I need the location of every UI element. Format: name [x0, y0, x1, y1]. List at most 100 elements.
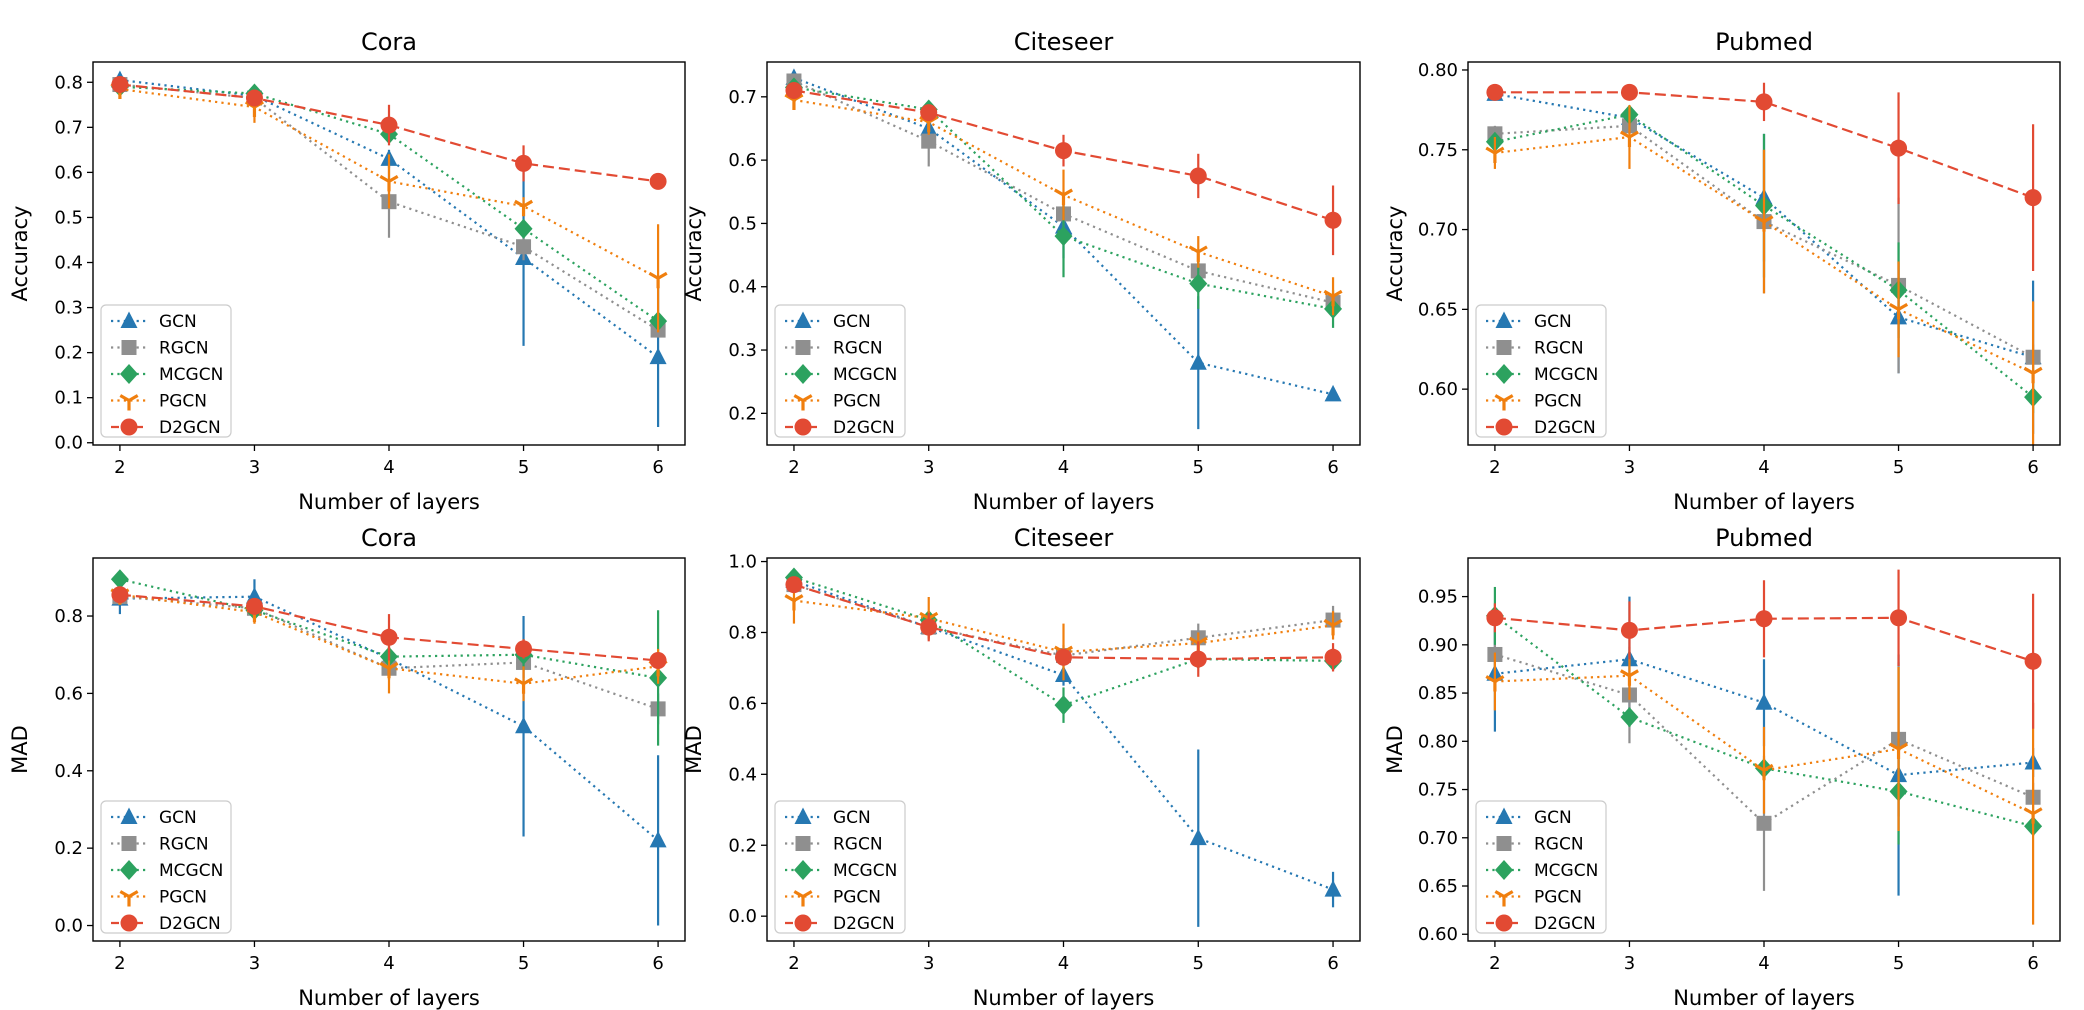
panel-1: Cora Number of layers Accuracy 2 3 4 5 6 0.0 0.1 0…	[8, 28, 686, 514]
y-tick-label: 0.1	[54, 388, 83, 409]
y-axis-label: MAD	[8, 725, 32, 774]
data-point-d2gcn	[649, 172, 667, 190]
legend-marker-pgcn	[793, 890, 813, 907]
legend-marker-mcgcn	[794, 860, 812, 880]
x-tick-label: 2	[788, 457, 799, 478]
x-tick-label: 5	[518, 457, 529, 478]
legend-marker-rgcn	[1496, 340, 1512, 355]
data-point-gcn	[1324, 880, 1342, 897]
legend: GCN RGCN MCGCN PGCN D2GCN	[774, 800, 906, 934]
series-line-mcgcn	[1494, 113, 2034, 398]
legend-label-gcn: GCN	[833, 808, 871, 828]
legend-marker-gcn	[1495, 311, 1513, 328]
legend-label-d2gcn: D2GCN	[1534, 418, 1596, 438]
legend-marker-pgcn	[119, 890, 139, 907]
legend-label-rgcn: RGCN	[159, 339, 209, 359]
legend-label-d2gcn: D2GCN	[1534, 914, 1596, 934]
y-tick-label: 0.8	[54, 72, 83, 93]
legend-label-gcn: GCN	[159, 808, 197, 828]
data-point-pgcn	[2023, 807, 2043, 824]
series-line-gcn	[793, 580, 1334, 891]
data-point-pgcn	[514, 677, 534, 694]
y-tick-label: 0.8	[728, 622, 757, 643]
y-tick-label: 0.3	[728, 340, 757, 361]
data-point-pgcn	[1889, 742, 1909, 760]
x-tick-label: 5	[518, 953, 529, 974]
legend-marker-pgcn	[793, 394, 813, 411]
data-point-pgcn	[2023, 366, 2043, 384]
x-tick-label: 6	[1327, 953, 1338, 974]
y-tick-label: 0.7	[728, 87, 757, 108]
panel-3: Pubmed Number of layers Accuracy 2 3 4 5 6 0.60 0…	[1383, 28, 2061, 514]
x-tick-label: 5	[1893, 457, 1904, 478]
x-tick-label: 6	[2027, 953, 2038, 974]
data-point-pgcn	[1485, 675, 1505, 692]
chart-title: Citeseer	[1014, 28, 1114, 56]
chart-title: Citeseer	[1014, 524, 1114, 552]
y-tick-label: 0.0	[54, 433, 83, 454]
legend-marker-pgcn	[119, 394, 139, 411]
data-point-d2gcn	[380, 116, 398, 134]
legend: GCN RGCN MCGCN PGCN D2GCN	[100, 304, 232, 438]
legend-marker-mcgcn	[120, 364, 138, 384]
y-tick-label: 0.75	[1418, 140, 1458, 161]
y-axis-label: Accuracy	[1383, 206, 1407, 302]
legend-label-rgcn: RGCN	[833, 835, 883, 855]
x-tick-label: 4	[383, 953, 394, 974]
data-point-pgcn	[1619, 669, 1639, 686]
y-tick-label: 0.6	[728, 150, 757, 171]
data-point-d2gcn	[785, 81, 803, 99]
x-tick-label: 4	[1758, 457, 1769, 478]
data-point-d2gcn	[1324, 648, 1342, 666]
series-pgcn	[1485, 651, 2043, 925]
x-tick-label: 4	[1058, 953, 1069, 974]
y-tick-label: 0.2	[54, 343, 83, 364]
legend-marker-gcn	[120, 807, 138, 824]
data-point-gcn	[1324, 384, 1342, 402]
y-tick-label: 0.2	[54, 838, 83, 859]
legend-label-pgcn: PGCN	[1534, 392, 1582, 412]
y-tick-label: 0.6	[54, 162, 83, 183]
data-point-d2gcn	[1486, 609, 1504, 627]
data-point-pgcn	[1754, 763, 1774, 781]
legend-marker-rgcn	[1496, 836, 1512, 851]
plot-frame	[92, 557, 686, 942]
chart-title: Pubmed	[1715, 524, 1813, 552]
data-point-d2gcn	[1189, 167, 1207, 185]
data-point-d2gcn	[380, 628, 398, 646]
x-axis-label: Number of layers	[973, 490, 1155, 514]
y-tick-label: 0.60	[1418, 379, 1458, 400]
legend-box	[100, 304, 232, 438]
legend: GCN RGCN MCGCN PGCN D2GCN	[774, 304, 906, 438]
y-tick-label: 0.75	[1418, 780, 1458, 801]
y-tick-label: 0.5	[54, 207, 83, 228]
y-axis-label: Accuracy	[8, 206, 32, 302]
legend-marker-d2gcn	[794, 418, 812, 436]
legend-marker-gcn	[1495, 807, 1513, 824]
legend-marker-mcgcn	[794, 364, 812, 384]
x-tick-label: 6	[1327, 457, 1338, 478]
legend-label-gcn: GCN	[1534, 808, 1572, 828]
data-point-d2gcn	[920, 618, 938, 636]
series-d2gcn	[785, 576, 1342, 677]
series-line-pgcn	[1494, 674, 2034, 815]
legend-marker-d2gcn	[120, 418, 138, 436]
data-point-d2gcn	[1324, 211, 1342, 229]
legend-marker-mcgcn	[1495, 860, 1513, 880]
y-tick-label: 0.5	[728, 213, 757, 234]
y-axis-label: MAD	[682, 725, 706, 774]
panel-2: Citeseer Number of layers Accuracy 2 3 4 5 6 0.2…	[682, 28, 1361, 514]
data-point-d2gcn	[920, 104, 938, 122]
data-point-pgcn	[1323, 289, 1343, 307]
series-d2gcn	[1486, 569, 2042, 729]
legend-label-mcgcn: MCGCN	[833, 365, 897, 385]
legend-marker-rgcn	[795, 836, 811, 851]
legend-marker-rgcn	[121, 836, 137, 851]
x-tick-label: 5	[1193, 457, 1204, 478]
panel-5: Citeseer Number of layers MAD 2 3 4 5 6 0.0 0.2 0.…	[682, 524, 1361, 1010]
data-point-d2gcn	[1486, 83, 1504, 101]
data-point-d2gcn	[785, 576, 803, 594]
legend-marker-d2gcn	[1495, 418, 1513, 436]
x-tick-label: 4	[1058, 457, 1069, 478]
